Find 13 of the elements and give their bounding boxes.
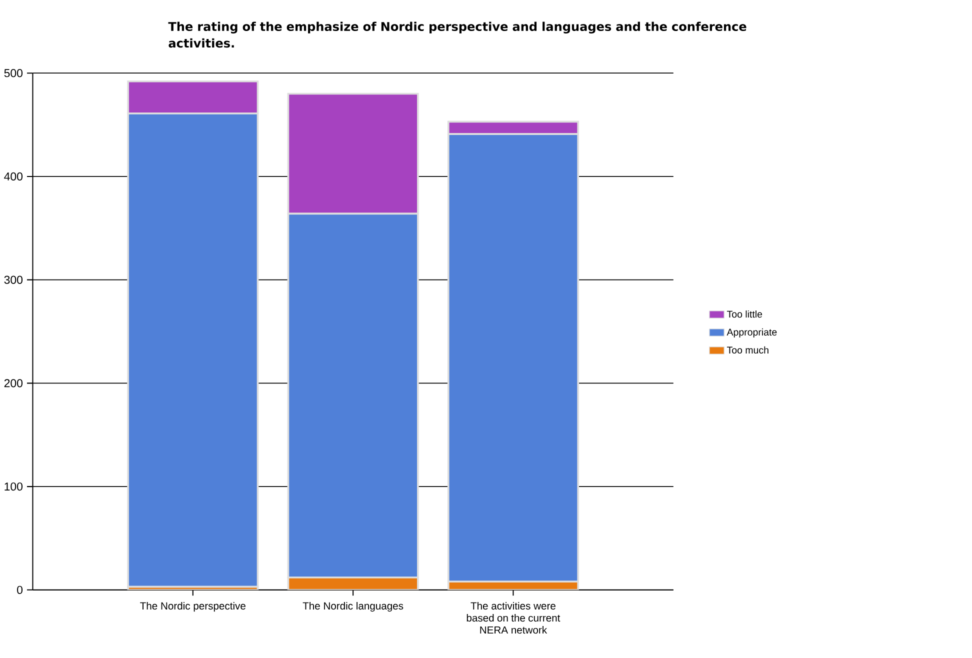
- legend-label: Too little: [726, 310, 762, 318]
- legend-label: Too much: [726, 346, 768, 354]
- chart-title: The rating of the emphasize of Nordic perspective and languages and the conference activities.: [168, 22, 746, 48]
- y-tick-label: 300: [4, 276, 23, 284]
- y-tick-label: 200: [4, 379, 23, 388]
- x-tick-label: The activities were based on the current NERA network: [466, 602, 560, 634]
- legend-label: Appropriate: [726, 328, 777, 338]
- y-tick-label: 500: [4, 69, 23, 78]
- y-tick-label: 400: [4, 172, 23, 181]
- y-tick-label: 0: [17, 586, 23, 594]
- x-tick-label: The Nordic languages: [302, 602, 404, 612]
- x-tick-label: The Nordic perspective: [140, 602, 246, 612]
- y-tick-label: 100: [4, 482, 23, 491]
